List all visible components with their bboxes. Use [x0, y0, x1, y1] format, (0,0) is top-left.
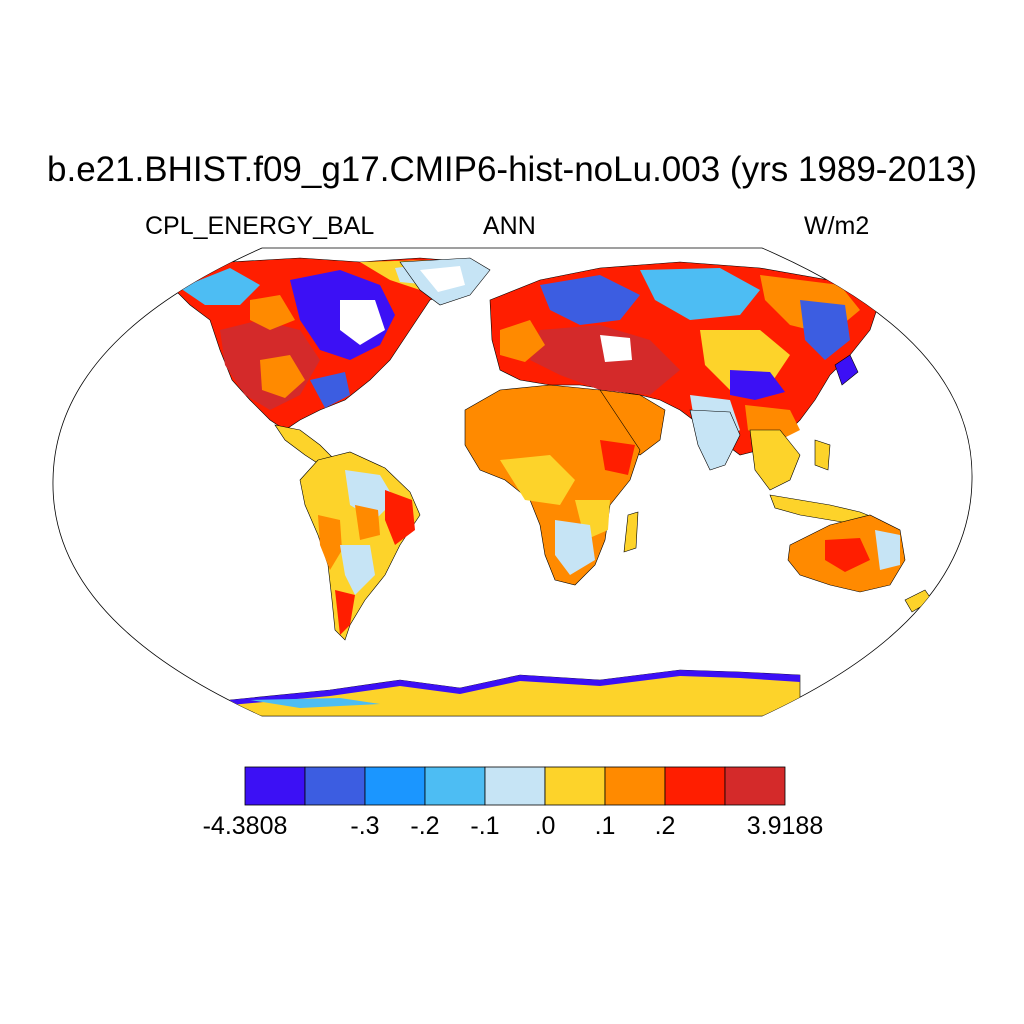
colorbar-swatch [244, 766, 306, 806]
colorbar-tick-label: 3.9188 [746, 812, 824, 840]
colorbar-swatch [544, 766, 606, 806]
madagascar-landmass [623, 511, 639, 553]
colorbar-swatch [424, 766, 486, 806]
units-label: W/m2 [804, 212, 870, 240]
india-landmass [689, 409, 741, 471]
colorbar-tick-label: -.1 [470, 812, 500, 840]
south-america-landmass [299, 451, 421, 641]
japan-landmass [834, 354, 859, 386]
colorbar-tick-label: .0 [534, 812, 556, 840]
philippines-landmass [814, 439, 831, 471]
africa-landmass [464, 384, 641, 586]
colorbar-tick-label: .2 [654, 812, 676, 840]
colorbar-swatch [604, 766, 666, 806]
colorbar-tick-label: -.3 [350, 812, 380, 840]
antarctica-landmass [229, 669, 801, 716]
colorbar-tick-label: -.2 [410, 812, 440, 840]
southeast-asia-landmass [749, 429, 801, 491]
eurasia-landmass [489, 261, 881, 456]
colorbar-swatch [484, 766, 546, 806]
australia-landmass [787, 514, 906, 593]
colorbar-tick-label: .1 [594, 812, 616, 840]
variable-label: CPL_ENERGY_BAL [145, 212, 375, 240]
season-label: ANN [483, 212, 536, 240]
colorbar-swatch [304, 766, 366, 806]
colorbar-swatch [724, 766, 786, 806]
colorbar [244, 766, 786, 806]
colorbar-swatch [664, 766, 726, 806]
figure-title: b.e21.BHIST.f09_g17.CMIP6-hist-noLu.003 … [47, 150, 977, 189]
colorbar-swatch [364, 766, 426, 806]
colorbar-tick-label: -4.3808 [202, 812, 288, 840]
